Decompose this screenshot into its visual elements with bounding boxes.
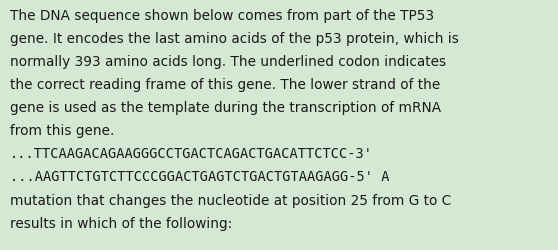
Text: normally 393 amino acids long. The underlined codon indicates: normally 393 amino acids long. The under…	[10, 55, 446, 69]
Text: the correct reading frame of this gene. The lower strand of the: the correct reading frame of this gene. …	[10, 78, 440, 92]
Text: results in which of the following:: results in which of the following:	[10, 216, 232, 230]
Text: ...AAGTTCTGTCTTCCCGGACTGAGTCTGACTGTAAGAGG-5' A: ...AAGTTCTGTCTTCCCGGACTGAGTCTGACTGTAAGAG…	[10, 170, 389, 184]
Text: mutation that changes the nucleotide at position 25 from G to C: mutation that changes the nucleotide at …	[10, 193, 451, 207]
Text: The DNA sequence shown below comes from part of the TP53: The DNA sequence shown below comes from …	[10, 9, 434, 23]
Text: from this gene.: from this gene.	[10, 124, 114, 138]
Text: ...TTCAAGACAGAAGGGCCTGACTCAGACTGACATTCTCC-3': ...TTCAAGACAGAAGGGCCTGACTCAGACTGACATTCTC…	[10, 147, 373, 161]
Text: gene. It encodes the last amino acids of the p53 protein, which is: gene. It encodes the last amino acids of…	[10, 32, 459, 46]
Text: gene is used as the template during the transcription of mRNA: gene is used as the template during the …	[10, 101, 441, 115]
